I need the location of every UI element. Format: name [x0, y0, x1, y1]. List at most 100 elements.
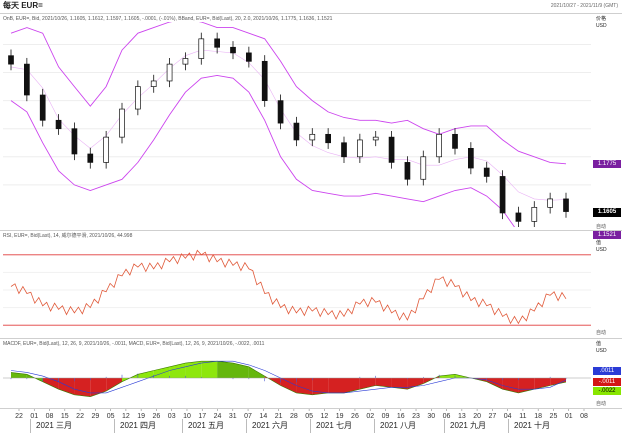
- rsi-line: [10, 249, 567, 325]
- candle-body: [119, 108, 125, 138]
- x-tick-label: 31: [229, 413, 237, 419]
- macd-area: [106, 378, 122, 392]
- x-tick-label: 03: [168, 413, 176, 419]
- x-tick-label: 11: [519, 413, 526, 419]
- month-label: 2021 十月: [514, 421, 551, 430]
- macd-area: [248, 366, 265, 378]
- x-tick-label: 12: [122, 413, 130, 419]
- rsi-chart[interactable]: [3, 246, 591, 334]
- macd-legend: MACDF, EUR=, Bid(Last), 12, 26, 9, 2021/…: [3, 341, 265, 347]
- macd-area: [359, 378, 376, 390]
- macd-axis-title: 值: [596, 341, 602, 347]
- price-axis-auto[interactable]: 自动: [596, 224, 607, 230]
- month-divider: [114, 419, 115, 433]
- month-divider: [182, 419, 183, 433]
- month-label: 2021 四月: [120, 421, 157, 430]
- price-axis-unit: USD: [596, 23, 607, 29]
- rsi-axis-unit: USD: [596, 247, 607, 253]
- candle-body: [563, 198, 569, 212]
- candle-body: [103, 136, 109, 163]
- candle-body: [468, 148, 474, 169]
- macd-area: [185, 361, 202, 378]
- rsi-axis[interactable]: 值 USD 自动: [592, 240, 622, 338]
- macd-area: [518, 378, 535, 393]
- candle-body: [198, 38, 205, 59]
- candle-body: [547, 198, 553, 208]
- candle-body: [39, 94, 46, 121]
- x-tick-label: 06: [443, 413, 451, 419]
- x-tick-label: 08: [46, 413, 54, 419]
- candle-body: [214, 38, 220, 48]
- x-tick-label: 14: [259, 413, 267, 419]
- x-tick-label: 15: [61, 413, 69, 419]
- x-tick-label: 13: [458, 413, 466, 419]
- candle-body: [166, 63, 173, 82]
- x-tick-label: 22: [15, 413, 23, 419]
- x-tick-label: 02: [366, 413, 374, 419]
- price-panel[interactable]: [3, 22, 591, 227]
- rsi-panel[interactable]: [3, 246, 591, 334]
- x-tick-label: 22: [76, 413, 84, 419]
- x-tick-label: 16: [397, 413, 405, 419]
- x-tick-label: 01: [565, 413, 573, 419]
- candle-body: [309, 133, 316, 141]
- macd-area: [375, 378, 392, 388]
- macd-area: [312, 378, 329, 395]
- month-divider: [444, 419, 445, 433]
- x-axis[interactable]: 22 01 08 15 22 29 05 12 19 26 03 10 17 24 31 07 14 21 28 05…: [3, 409, 591, 419]
- rsi-axis-title: 值: [596, 240, 602, 246]
- macd-chart[interactable]: [3, 350, 591, 406]
- x-tick-label: 17: [198, 413, 206, 419]
- candle-body: [230, 46, 236, 54]
- candle-body: [357, 139, 363, 158]
- price-legend: OnB, EUR=, Bid, 2021/10/26, 1.1605, 1.16…: [3, 16, 333, 22]
- candle-body: [71, 128, 78, 155]
- candle-body: [499, 176, 506, 214]
- x-tick-label: 05: [107, 413, 115, 419]
- bollinger-lower-line: [10, 74, 516, 227]
- macd-area: [90, 378, 107, 397]
- x-tick-label: 04: [504, 413, 512, 419]
- macd-area: [328, 378, 344, 393]
- bb-upper-label: 1.1775: [593, 159, 621, 168]
- candle-body: [24, 63, 30, 96]
- month-divider: [508, 419, 509, 433]
- rsi-axis-auto[interactable]: 自动: [596, 330, 607, 336]
- macd-axis[interactable]: 值 USD 自动: [592, 341, 622, 409]
- candle-body: [293, 122, 300, 141]
- macd-area: [217, 361, 233, 378]
- x-tick-label: 08: [580, 413, 588, 419]
- candle-body: [87, 153, 94, 163]
- x-tick-label: 26: [351, 413, 359, 419]
- macd-value-label-2: -.0011: [593, 378, 621, 387]
- macd-area: [11, 372, 27, 378]
- candle-body: [341, 142, 347, 158]
- macd-axis-auto[interactable]: 自动: [596, 401, 607, 407]
- candle-body: [277, 100, 284, 124]
- macd-area: [42, 378, 59, 390]
- macd-panel[interactable]: [3, 350, 591, 406]
- candle-body: [515, 212, 522, 222]
- x-tick-label: 19: [137, 413, 145, 419]
- macd-area: [407, 378, 424, 390]
- month-divider: [374, 419, 375, 433]
- x-tick-label: 01: [30, 413, 38, 419]
- candle-body: [246, 52, 252, 62]
- month-label: 2021 五月: [188, 421, 225, 430]
- x-tick-label: 28: [290, 413, 298, 419]
- macd-area: [296, 378, 313, 395]
- panel-divider-1: [0, 230, 622, 231]
- macd-area: [534, 378, 551, 390]
- price-chart[interactable]: [3, 22, 591, 227]
- x-axis-ticks: 22 01 08 15 22 29 05 12 19 26 03 10 17 24 31 07 14 21 28 05…: [15, 409, 588, 419]
- candle-body: [135, 86, 141, 110]
- macd-area: [439, 374, 455, 378]
- month-label: 2021 七月: [316, 421, 353, 430]
- x-tick-label: 10: [183, 413, 191, 419]
- macd-axis-unit: USD: [596, 348, 607, 354]
- macd-area: [137, 370, 154, 378]
- month-label: 2021 六月: [252, 421, 289, 430]
- price-axis[interactable]: 价格 USD 自动: [592, 16, 622, 232]
- macd-area: [201, 361, 218, 378]
- x-tick-label: 12: [321, 413, 329, 419]
